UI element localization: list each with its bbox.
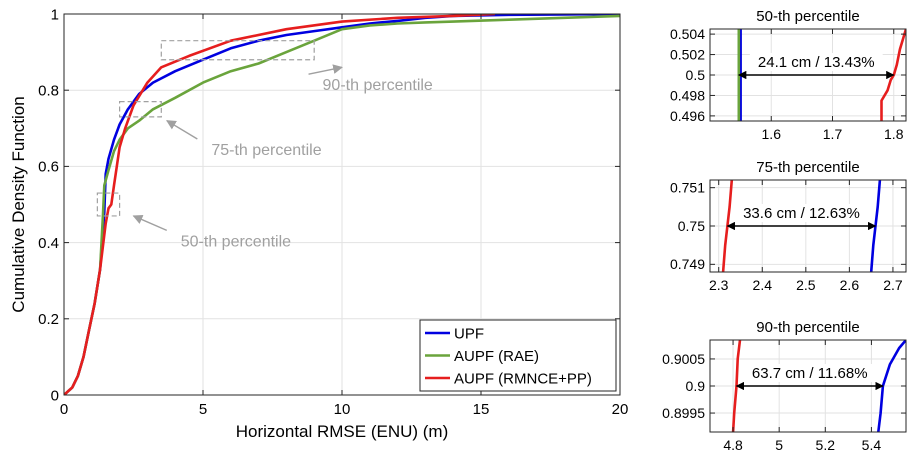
x-tick-label: 5 — [775, 437, 783, 453]
y-tick-label: 0.9 — [686, 378, 706, 394]
x-tick-label: 5 — [199, 401, 207, 418]
y-tick-label: 0.749 — [670, 256, 705, 272]
y-tick-label: 0.502 — [670, 46, 705, 62]
annotation-arrow — [308, 64, 343, 75]
y-axis-label: Cumulative Density Function — [9, 96, 28, 312]
inset-50th-percentile: 1.6 1.7 1.8 0.496 0.498 0.5 0.502 0.504 50-th pe… — [670, 8, 907, 142]
x-tick-label: 0 — [60, 401, 68, 418]
legend-label: AUPF (RMNCE+PP) — [454, 371, 592, 388]
measurement-label-bg — [749, 53, 883, 71]
x-tick-label: 15 — [473, 401, 490, 418]
x-tick-label: 2.4 — [753, 277, 773, 293]
y-tick-label: 0.8995 — [662, 405, 705, 421]
annotation-label: 90-th percentile — [323, 77, 433, 94]
x-tick-label: 5.2 — [816, 437, 836, 453]
y-tick-label: 0.9005 — [662, 351, 705, 367]
annotation-arrow — [166, 120, 198, 140]
x-tick-label: 2.3 — [709, 277, 729, 293]
inset-75th-percentile: 2.3 2.4 2.5 2.6 2.7 0.749 0.75 0.751 75-th perce… — [670, 159, 907, 293]
panel-title: 90-th percentile — [756, 319, 859, 336]
y-tick-label: 0.5 — [686, 67, 706, 83]
x-tick-label: 1.7 — [823, 126, 843, 142]
y-tick-label: 0.751 — [670, 180, 705, 196]
x-tick-label: 10 — [334, 401, 351, 418]
panel-title: 50-th percentile — [756, 8, 859, 25]
legend-label: UPF — [454, 326, 484, 343]
y-tick-label: 0.75 — [678, 218, 705, 234]
x-tick-label: 1.6 — [762, 126, 782, 142]
y-tick-label: 0.2 — [38, 311, 59, 328]
measurement-label: 24.1 cm / 13.43% — [758, 54, 875, 71]
measurement-label-bg — [735, 204, 868, 222]
annotation-box — [118, 101, 162, 118]
y-tick-label: 1 — [51, 6, 59, 23]
series-line-aupf-rmnce-pp- — [64, 14, 495, 395]
measurement-label-bg — [743, 364, 877, 382]
series-line-upf — [877, 340, 906, 432]
annotation-box — [96, 192, 121, 217]
legend-box — [419, 319, 617, 392]
main-cdf-panel: 0 5 10 15 20 0 0.2 0.4 0.6 0.8 1 Horizontal RMSE (E… — [9, 6, 628, 441]
annotation-label: 75-th percentile — [211, 142, 321, 159]
x-tick-label: 2.6 — [840, 277, 860, 293]
x-tick-label: 5.4 — [862, 437, 882, 453]
x-tick-label: 4.8 — [723, 437, 743, 453]
x-axis-label: Horizontal RMSE (ENU) (m) — [236, 422, 449, 441]
x-tick-label: 1.8 — [884, 126, 904, 142]
y-tick-label: 0.496 — [670, 108, 705, 124]
panel-title: 75-th percentile — [756, 159, 859, 176]
annotation-arrow — [132, 214, 168, 232]
x-tick-label: 20 — [612, 401, 629, 418]
y-tick-label: 0.4 — [38, 235, 59, 252]
measurement-label: 63.7 cm / 11.68% — [752, 365, 868, 382]
y-tick-label: 0.6 — [38, 159, 59, 176]
y-tick-label: 0.8 — [38, 82, 59, 99]
inset-90th-percentile: 4.8 5 5.2 5.4 0.8995 0.9 0.9005 90-th percentil… — [662, 319, 907, 453]
y-tick-label: 0 — [51, 387, 59, 404]
annotation-label: 50-th percentile — [181, 233, 291, 250]
x-tick-label: 2.7 — [883, 277, 903, 293]
x-tick-label: 2.5 — [796, 277, 816, 293]
measurement-label: 33.6 cm / 12.63% — [743, 205, 860, 222]
legend-label: AUPF (RAE) — [454, 348, 539, 365]
annotation-box — [160, 40, 315, 61]
y-tick-label: 0.498 — [670, 87, 705, 103]
y-tick-label: 0.504 — [670, 26, 705, 42]
